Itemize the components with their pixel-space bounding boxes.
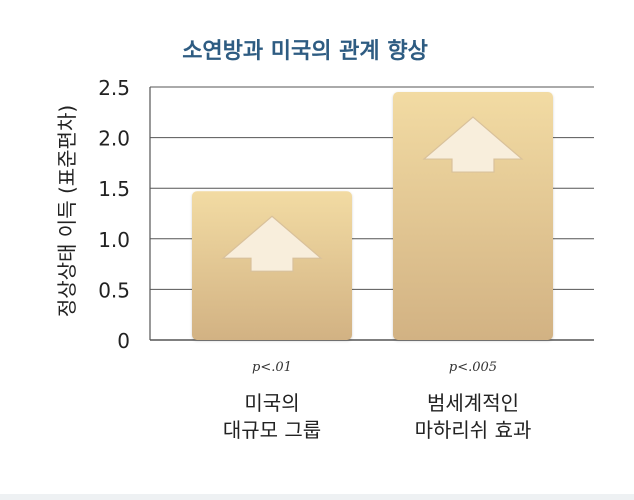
p-value-label: p<.005 — [449, 360, 497, 375]
y-tick-label: 0 — [117, 329, 130, 353]
up-arrow-icon — [221, 215, 323, 272]
x-category-label-line1: 범세계적인 — [427, 391, 519, 415]
y-tick-label: 2.0 — [98, 127, 130, 151]
chart-title: 소연방과 미국의 관계 향상 — [182, 39, 428, 64]
x-category-label-line2: 대규모 그룹 — [223, 418, 321, 442]
y-tick-label: 1.0 — [98, 228, 130, 252]
y-tick-label: 2.5 — [98, 76, 130, 100]
bottom-divider — [0, 494, 634, 500]
p-value-label: p<.01 — [252, 360, 292, 375]
y-tick-label: 0.5 — [98, 278, 130, 302]
y-tick-label: 1.5 — [98, 177, 130, 201]
x-category-label-line2: 마하리쉬 효과 — [415, 418, 532, 442]
x-category-label-line1: 미국의 — [244, 391, 299, 415]
up-arrow-icon — [422, 116, 524, 173]
y-axis-label: 정상상태 이득 (표준편차) — [55, 105, 79, 317]
